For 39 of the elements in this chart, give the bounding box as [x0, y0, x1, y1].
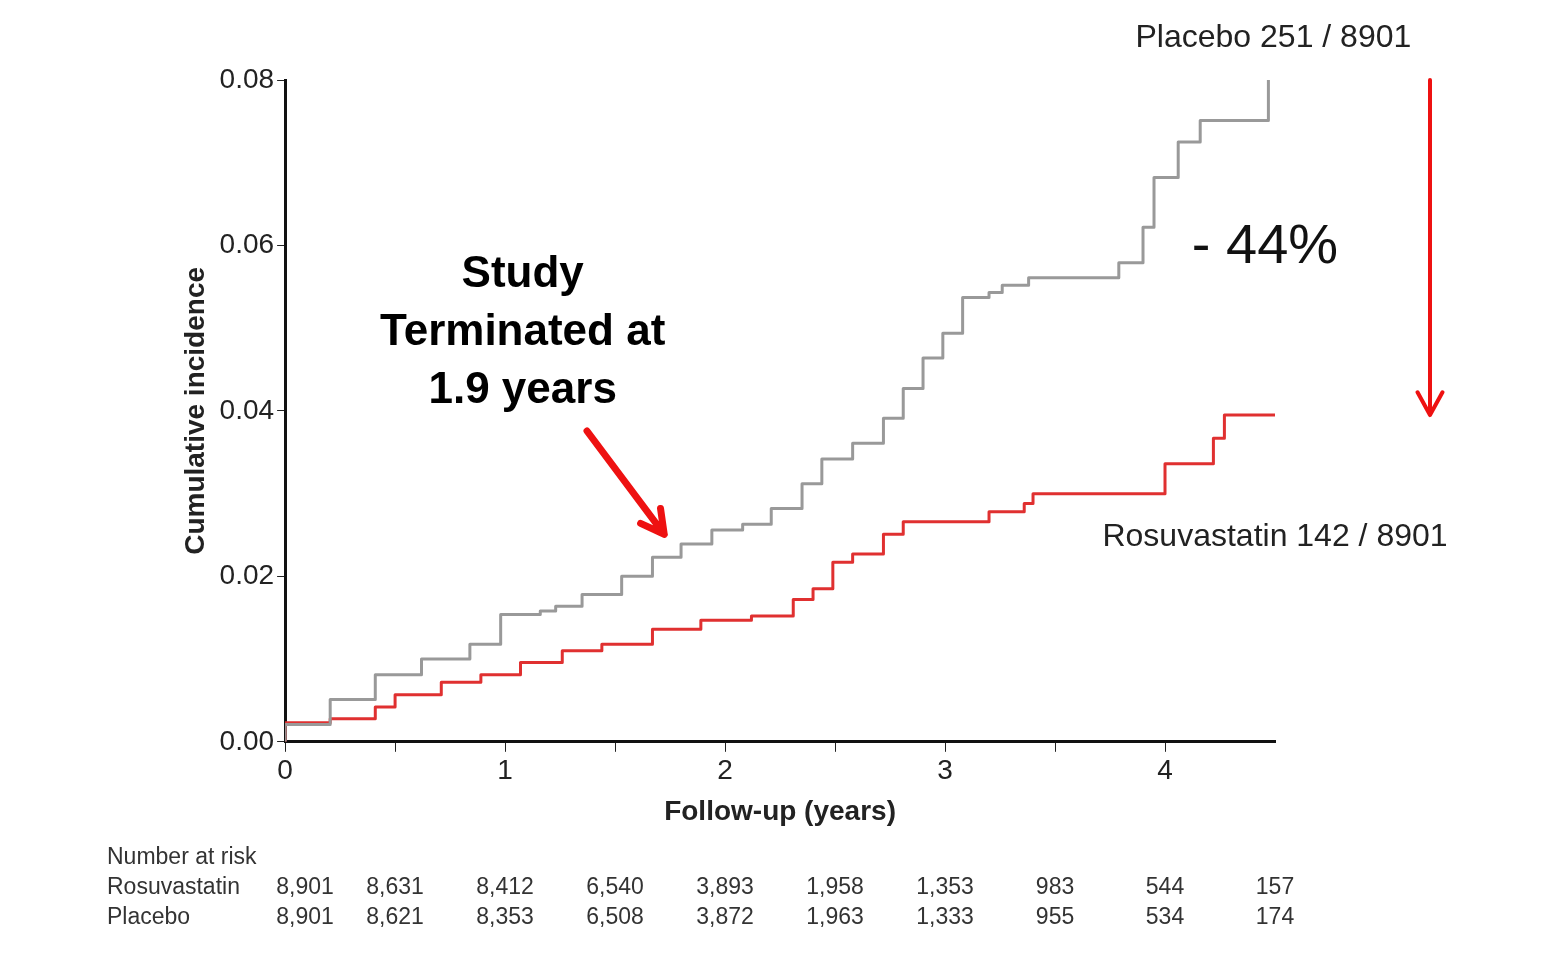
- text: 6,540: [586, 873, 644, 900]
- text: 955: [1035, 903, 1075, 930]
- text: 8,901: [276, 903, 334, 930]
- text: Number at risk: [107, 843, 258, 870]
- text: 3,872: [696, 903, 754, 930]
- annotation: Study Terminated at 1.9 years: [380, 247, 666, 413]
- text: 544: [1145, 873, 1185, 900]
- text: 534: [1145, 903, 1185, 930]
- text: 983: [1035, 873, 1075, 900]
- y-tick-label: 0.08: [219, 62, 275, 94]
- x-tick-label: 0: [277, 754, 293, 786]
- text: 3,893: [696, 873, 754, 900]
- text: 8,412: [476, 873, 534, 900]
- text: 8,621: [366, 903, 424, 930]
- y-tick-label: 0.06: [219, 228, 275, 260]
- text: 1,353: [916, 873, 974, 900]
- text: Rosuvastatin: [107, 873, 240, 900]
- series-label: Placebo 251 / 8901: [1135, 17, 1412, 54]
- text: 8,901: [276, 873, 334, 900]
- annotation: - 44%: [1191, 211, 1339, 275]
- text: 8,353: [476, 903, 534, 930]
- text: 8,631: [366, 873, 424, 900]
- text: 6,508: [586, 903, 644, 930]
- x-tick-label: 2: [717, 754, 733, 786]
- text: 1,333: [916, 903, 974, 930]
- x-tick-label: 1: [497, 754, 513, 786]
- x-tick-label: 3: [937, 754, 953, 786]
- text: 174: [1255, 903, 1295, 930]
- y-tick-label: 0.02: [219, 559, 275, 591]
- text: 157: [1255, 873, 1295, 900]
- y-axis-title: Cumulative incidence: [178, 266, 210, 555]
- y-tick-label: 0.04: [219, 393, 275, 425]
- text: 1,963: [806, 903, 864, 930]
- y-tick-label: 0.00: [219, 724, 275, 756]
- x-axis-title: Follow-up (years): [664, 794, 896, 826]
- text: Placebo: [107, 903, 191, 930]
- x-tick-label: 4: [1157, 754, 1173, 786]
- series-label: Rosuvastatin 142 / 8901: [1102, 516, 1448, 553]
- text: 1,958: [806, 873, 864, 900]
